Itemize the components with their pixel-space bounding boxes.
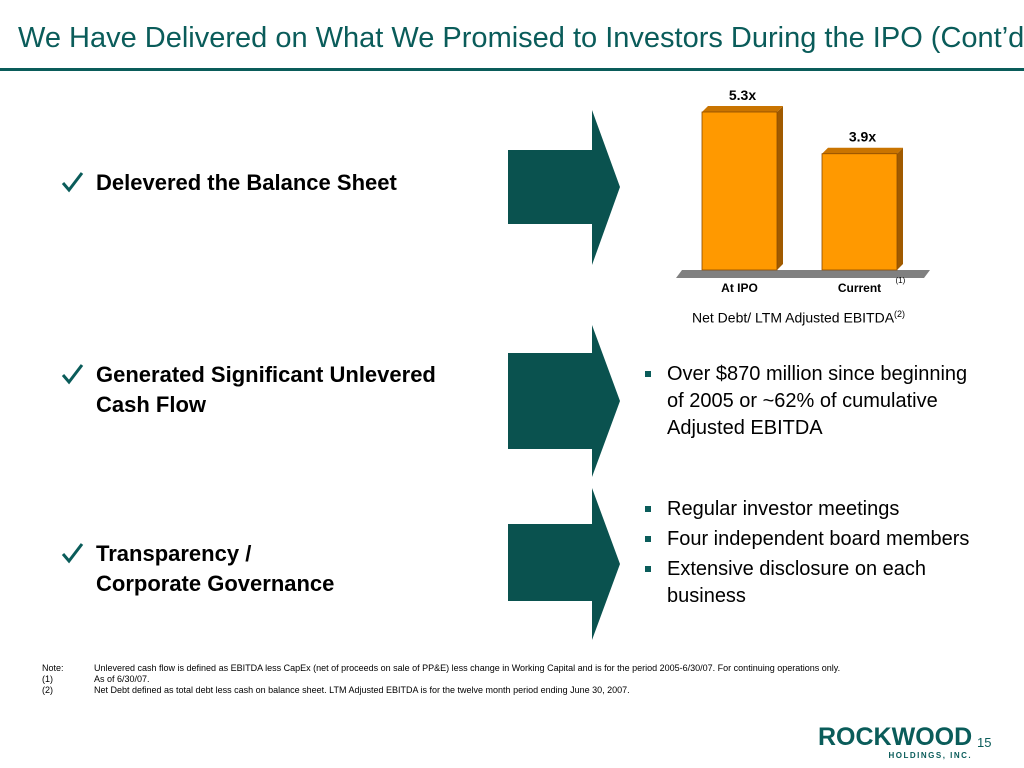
footnote-label: (2) [42,685,53,695]
slide-title: We Have Delivered on What We Promised to… [18,22,1024,54]
bullet-square-icon [645,536,651,542]
bullet-text: Over $870 million since beginning of 200… [667,363,968,439]
point-label-line: Cash Flow [96,392,207,417]
bullet-item: Over $870 million since beginning of 200… [643,361,973,442]
bullet-text: Regular investor meetings [667,498,900,520]
logo-subtitle: HOLDINGS, INC. [888,751,973,760]
arrow-right-icon [508,488,620,640]
category-label: At IPO [721,281,758,295]
bar [701,111,778,271]
point-label-line: Corporate Governance [96,571,335,596]
rockwood-logo: ROCKWOOD HOLDINGS, INC. [818,724,972,760]
category-label: Current [838,281,881,295]
bullet-item: Four independent board members [643,526,973,553]
point-label-line: Generated Significant Unlevered [96,362,436,387]
bullet-square-icon [645,371,651,377]
bullet-item: Regular investor meetings [643,496,973,523]
point-governance: Transparency / Corporate Governance [60,539,334,599]
footnote-label: Note: [42,663,64,673]
net-debt-chart: 5.3x At IPO 3.9x Current (1) [676,87,930,295]
arrow-right-icon [508,110,620,265]
page-number: 15 [977,735,992,750]
footnote-text: As of 6/30/07. [94,674,150,684]
footnote-text: Unlevered cash flow is defined as EBITDA… [94,663,841,673]
bar-top [702,106,783,112]
checkmark-icon [61,364,84,385]
bar [821,153,898,271]
footnotes: Note: Unlevered cash flow is defined as … [42,663,840,696]
footnote-row: (2) Net Debt defined as total debt less … [42,685,840,696]
bar-side [777,106,783,270]
chart-caption: Net Debt/ LTM Adjusted EBITDA(2) [692,309,905,326]
bar-value-label: 5.3x [729,87,756,103]
point-cash-flow: Generated Significant Unlevered Cash Flo… [60,360,436,420]
point-label: Transparency / Corporate Governance [96,539,334,599]
title-divider [0,68,1024,71]
footnote-row: Note: Unlevered cash flow is defined as … [42,663,840,674]
checkmark-icon [61,172,84,193]
category-footnote: (1) [896,276,906,285]
bullet-text: Four independent board members [667,528,970,550]
governance-bullets: Regular investor meetings Four independe… [643,496,973,613]
chart-floor [676,270,930,278]
arrow-right-icon [508,325,620,477]
checkmark-icon [61,543,84,564]
point-label-line: Transparency / [96,541,252,566]
footnote-label: (1) [42,674,53,684]
cash-flow-bullets: Over $870 million since beginning of 200… [643,361,973,445]
point-delevered: Delevered the Balance Sheet [60,168,397,198]
bar-top [822,147,903,154]
chart-caption-footnote: (2) [894,309,906,319]
bullet-square-icon [645,506,651,512]
bar-value-label: 3.9x [849,129,876,145]
bar-side [897,147,903,270]
bullet-text: Extensive disclosure on each business [667,558,927,607]
chart-caption-text: Net Debt/ LTM Adjusted EBITDA [692,309,895,326]
point-label: Delevered the Balance Sheet [96,170,397,195]
point-label: Generated Significant Unlevered Cash Flo… [96,360,436,420]
bullet-square-icon [645,566,651,572]
logo-wordmark: ROCKWOOD [818,723,973,751]
footnote-row: (1) As of 6/30/07. [42,674,840,685]
bullet-item: Extensive disclosure on each business [643,556,973,610]
footnote-text: Net Debt defined as total debt less cash… [94,685,630,695]
